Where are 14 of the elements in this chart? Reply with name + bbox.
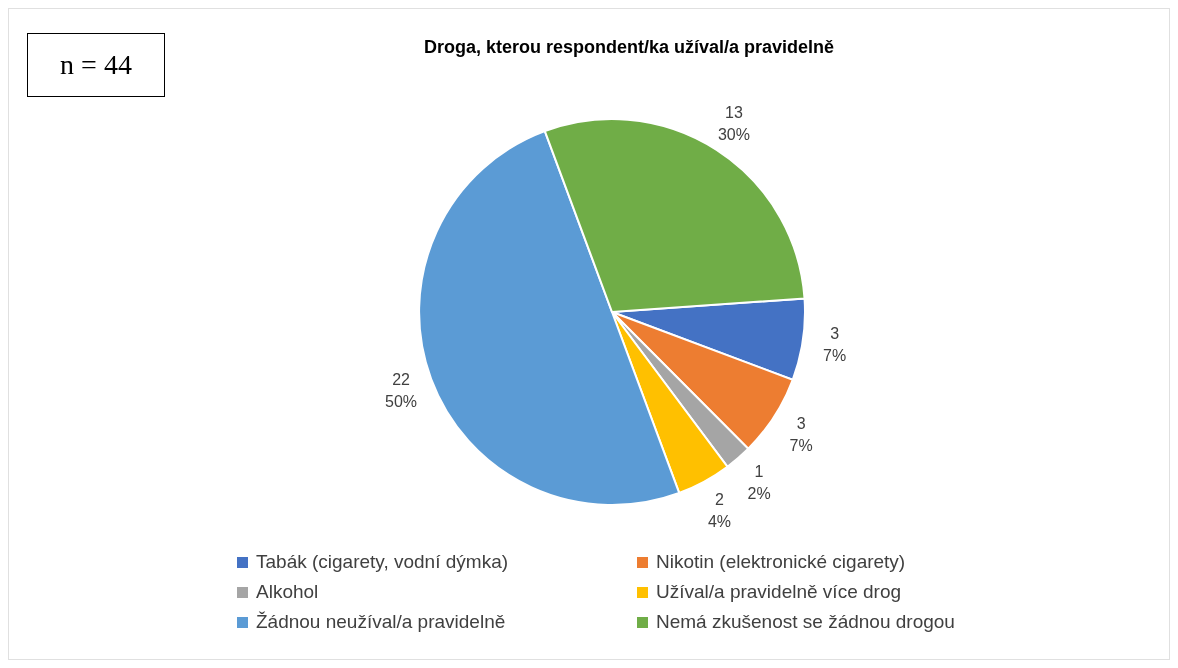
- chart-title: Droga, kterou respondent/ka užíval/a pravidelně: [423, 37, 835, 57]
- data-label: 3 7%: [789, 414, 813, 454]
- data-label: 1 2%: [747, 462, 771, 502]
- data-label: 3 7%: [823, 324, 847, 364]
- legend-label: Užíval/a pravidelně více drog: [656, 581, 902, 603]
- legend-label: Tabák (cigarety, vodní dýmka): [256, 551, 509, 573]
- data-label: 2 4%: [707, 490, 732, 530]
- legend-label: Nemá zkušenost se žádnou drogou: [656, 611, 955, 633]
- data-label: 22 50%: [385, 370, 418, 410]
- legend-label: Alkohol: [256, 581, 319, 603]
- text: n = 44: [27, 33, 165, 97]
- data-label: 13 30%: [717, 103, 750, 143]
- legend-label: Žádnou neužíval/a pravidelně: [256, 611, 506, 633]
- legend-label: Nikotin (elektronické cigarety): [656, 551, 906, 573]
